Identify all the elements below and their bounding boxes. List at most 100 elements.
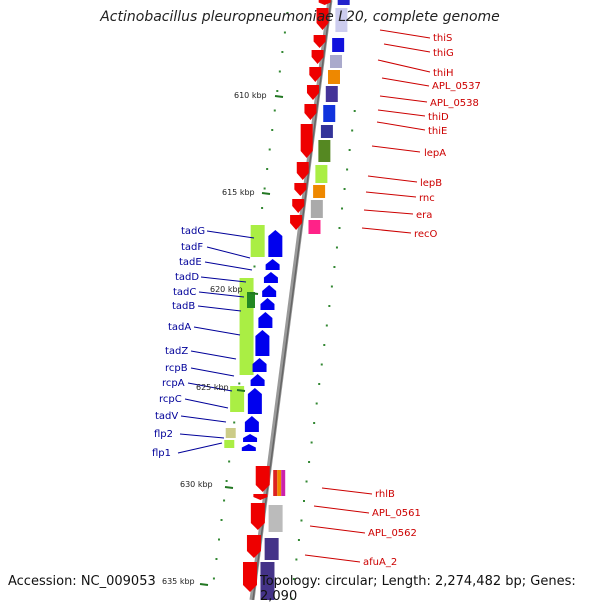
gene-arrow[interactable]: [246, 535, 261, 558]
gene-block[interactable]: [330, 55, 343, 68]
gene-arrow[interactable]: [294, 183, 307, 196]
gene-label[interactable]: afuA_2: [363, 557, 397, 568]
gene-label[interactable]: APL_0561: [372, 508, 421, 519]
gene-arrow[interactable]: [260, 298, 275, 310]
gene-arrow[interactable]: [247, 388, 262, 414]
gene-arrow[interactable]: [313, 35, 326, 48]
gene-arrow[interactable]: [250, 503, 265, 530]
gene-arrow[interactable]: [311, 50, 324, 64]
gene-label[interactable]: flp1: [152, 448, 171, 459]
gene-label[interactable]: era: [416, 210, 432, 221]
gene-block[interactable]: [247, 292, 255, 308]
gene-block[interactable]: [224, 440, 235, 448]
gene-arrow[interactable]: [250, 374, 265, 386]
gene-arrow[interactable]: [258, 312, 273, 328]
accession-text: Accession: NC_009053: [8, 574, 156, 589]
tick-mark-615: [261, 192, 271, 195]
scale-dot: [320, 363, 323, 366]
gene-block[interactable]: [273, 470, 278, 496]
gene-block[interactable]: [327, 70, 340, 84]
gene-label[interactable]: tadB: [172, 301, 195, 312]
gene-label[interactable]: tadE: [179, 257, 202, 268]
gene-block[interactable]: [260, 562, 275, 600]
gene-label[interactable]: thiH: [433, 68, 454, 79]
gene-label[interactable]: tadF: [181, 242, 203, 253]
gene-label[interactable]: APL_0562: [368, 528, 417, 539]
label-leader: [313, 505, 370, 514]
gene-label[interactable]: thiS: [433, 33, 452, 44]
gene-block[interactable]: [308, 220, 321, 234]
gene-label[interactable]: rcpB: [165, 363, 188, 374]
gene-label[interactable]: lepB: [420, 178, 442, 189]
gene-label[interactable]: lepA: [424, 148, 446, 159]
label-leader: [206, 246, 251, 259]
gene-label[interactable]: tadA: [168, 322, 191, 333]
gene-block[interactable]: [335, 8, 348, 32]
gene-block[interactable]: [310, 200, 323, 218]
gene-label[interactable]: tadC: [173, 287, 196, 298]
scale-dot: [290, 597, 293, 600]
gene-arrow[interactable]: [241, 444, 256, 451]
gene-arrow[interactable]: [318, 0, 331, 5]
gene-label[interactable]: APL_0537: [432, 81, 481, 92]
gene-block[interactable]: [250, 225, 265, 257]
scale-dot: [292, 578, 295, 580]
gene-block[interactable]: [337, 0, 350, 5]
gene-block[interactable]: [325, 86, 338, 102]
gene-label[interactable]: rcpA: [162, 378, 185, 389]
gene-block[interactable]: [281, 470, 286, 496]
scale-dot: [212, 577, 215, 580]
gene-block[interactable]: [313, 185, 326, 198]
gene-arrow[interactable]: [309, 67, 322, 82]
gene-block[interactable]: [277, 470, 282, 496]
gene-arrow[interactable]: [296, 162, 309, 180]
gene-label[interactable]: thiE: [428, 126, 447, 137]
gene-arrow[interactable]: [306, 85, 319, 100]
gene-label[interactable]: tadV: [155, 411, 178, 422]
gene-label[interactable]: thiD: [428, 112, 449, 123]
gene-arrow[interactable]: [242, 562, 257, 592]
gene-block[interactable]: [225, 428, 236, 438]
gene-block[interactable]: [268, 505, 283, 532]
gene-block[interactable]: [315, 165, 328, 183]
gene-block[interactable]: [323, 105, 336, 122]
gene-label[interactable]: tadD: [175, 272, 199, 283]
gene-block[interactable]: [230, 386, 245, 412]
gene-arrow[interactable]: [263, 272, 278, 283]
gene-label[interactable]: flp2: [154, 429, 173, 440]
gene-block[interactable]: [320, 125, 333, 138]
gene-arrow[interactable]: [290, 215, 303, 230]
gene-arrow[interactable]: [268, 230, 283, 257]
label-leader: [363, 209, 414, 215]
gene-block[interactable]: [318, 140, 331, 162]
gene-label[interactable]: APL_0538: [430, 98, 479, 109]
gene-label[interactable]: tadZ: [165, 346, 188, 357]
gene-arrow[interactable]: [255, 466, 270, 492]
gene-arrow[interactable]: [300, 124, 313, 158]
label-leader: [200, 276, 247, 283]
gene-arrow[interactable]: [243, 434, 258, 442]
tick-mark-625: [236, 389, 246, 392]
gene-arrow[interactable]: [292, 199, 305, 213]
gene-arrow[interactable]: [304, 104, 317, 120]
gene-arrow[interactable]: [252, 358, 267, 372]
label-leader: [197, 305, 242, 312]
scale-dot: [268, 148, 271, 151]
gene-label[interactable]: rcpC: [159, 394, 182, 405]
gene-arrow[interactable]: [255, 330, 270, 356]
gene-label[interactable]: tadG: [181, 226, 205, 237]
gene-label[interactable]: rhlB: [375, 489, 395, 500]
gene-label[interactable]: recO: [414, 229, 438, 240]
gene-label[interactable]: rnc: [419, 193, 435, 204]
gene-block[interactable]: [264, 538, 279, 560]
gene-labels-right: thiS thiG thiH APL_0537 APL_0538 thiD th…: [414, 33, 481, 240]
scale-dot: [228, 460, 231, 463]
gene-arrow[interactable]: [316, 8, 329, 30]
gene-label[interactable]: thiG: [433, 48, 454, 59]
gene-arrow[interactable]: [253, 494, 268, 500]
gene-block[interactable]: [332, 38, 345, 52]
scale-dot: [333, 266, 336, 268]
gene-arrow[interactable]: [262, 285, 277, 297]
gene-arrow[interactable]: [244, 416, 259, 432]
gene-arrow[interactable]: [265, 259, 280, 270]
